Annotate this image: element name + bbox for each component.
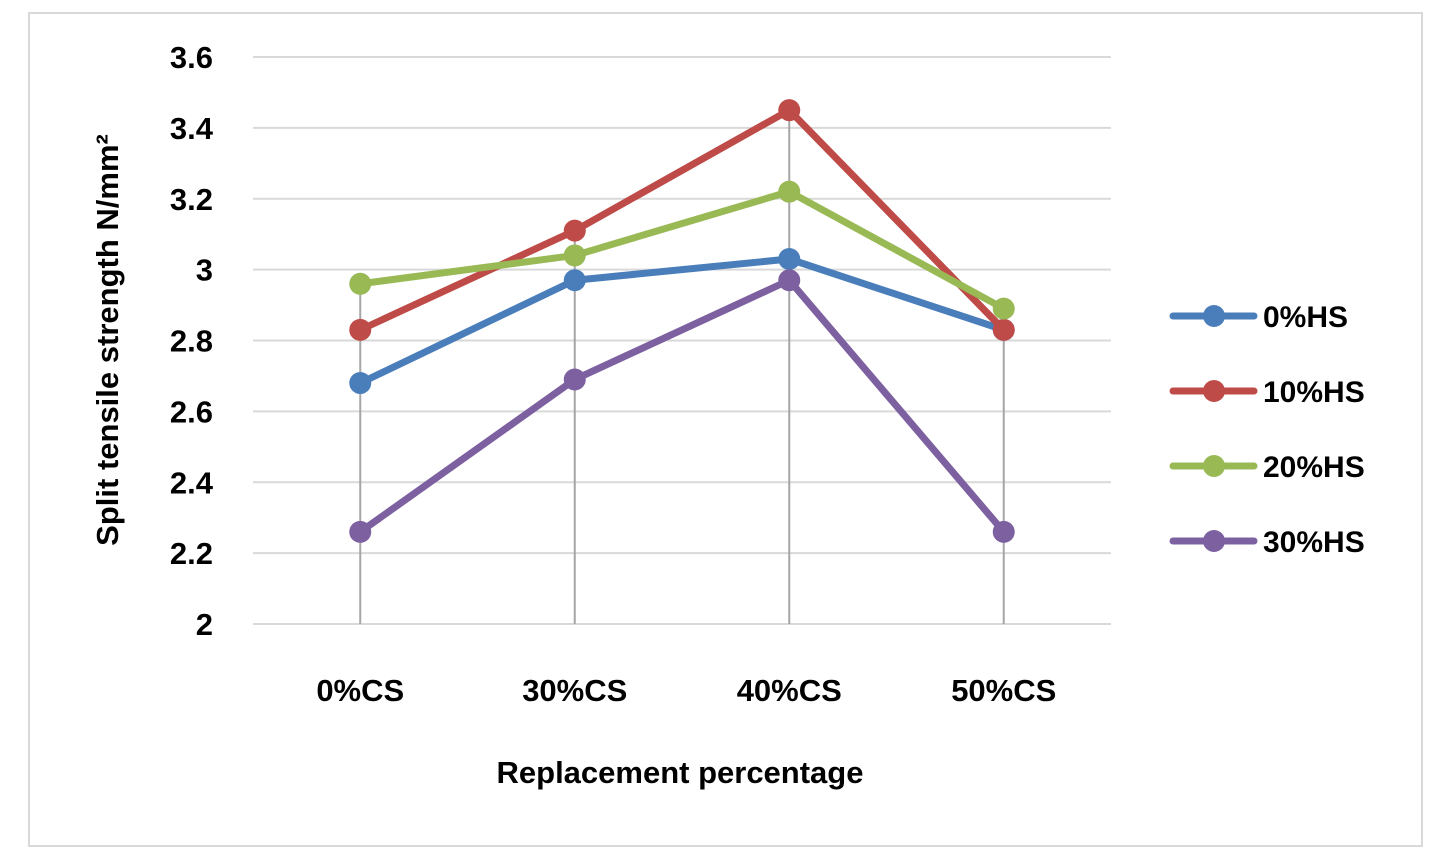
data-point [563, 219, 586, 242]
y-tick-label: 2.6 [170, 394, 213, 429]
data-point [563, 368, 586, 391]
gridlines [253, 56, 1111, 625]
legend-label: 0%HS [1263, 301, 1348, 334]
x-tick-label: 30%CS [522, 673, 627, 708]
y-tick-label: 2.4 [170, 465, 214, 500]
data-point [992, 318, 1015, 341]
legend-label: 10%HS [1263, 376, 1365, 409]
data-point [349, 318, 372, 341]
data-point [778, 247, 801, 270]
y-tick-label: 3.4 [170, 111, 214, 146]
x-tick-label: 0%CS [316, 673, 404, 708]
x-tick-label: 40%CS [737, 673, 842, 708]
chart-frame [28, 12, 1423, 847]
legend-item: 10%HS [1169, 376, 1365, 409]
legend-marker [1203, 380, 1225, 402]
legend-item: 30%HS [1169, 526, 1365, 559]
data-point [349, 372, 372, 395]
x-axis-ticks: 0%CS 30%CS 40%CS 50%CS [316, 673, 1056, 708]
y-axis-ticks: 2 2.2 2.4 2.6 2.8 3 3.2 3.4 3.6 [170, 40, 214, 642]
y-tick-label: 2 [196, 607, 213, 642]
series [349, 269, 1015, 543]
y-tick-label: 2.2 [170, 536, 213, 571]
data-point [563, 244, 586, 267]
series-line [356, 188, 1008, 313]
y-tick-label: 3.2 [170, 182, 213, 217]
x-tick-label: 50%CS [951, 673, 1056, 708]
series-group [349, 99, 1015, 543]
data-point [778, 99, 801, 122]
data-point [349, 272, 372, 295]
series [349, 99, 1015, 341]
data-point [992, 520, 1015, 543]
y-axis-title: Split tensile strength N/mm² [90, 134, 125, 546]
drop-lines [359, 110, 1005, 624]
legend-marker [1203, 455, 1225, 477]
y-tick-label: 3.6 [170, 40, 213, 75]
y-tick-label: 3 [196, 253, 213, 288]
legend-marker [1203, 305, 1225, 327]
series-line [356, 106, 1008, 334]
data-point [992, 297, 1015, 320]
series-line [356, 276, 1008, 536]
series [349, 180, 1015, 320]
y-tick-label: 2.8 [170, 324, 213, 359]
legend: 0%HS 10%HS 20%HS 30%HS [1169, 301, 1365, 559]
legend-label: 30%HS [1263, 526, 1365, 559]
x-axis-title: Replacement percentage [497, 755, 864, 790]
data-point [778, 180, 801, 203]
series-line [356, 255, 1008, 387]
legend-item: 0%HS [1169, 301, 1348, 334]
legend-marker [1203, 530, 1225, 552]
legend-label: 20%HS [1263, 451, 1365, 484]
data-point [563, 269, 586, 292]
data-point [778, 269, 801, 292]
legend-item: 20%HS [1169, 451, 1365, 484]
data-point [349, 520, 372, 543]
